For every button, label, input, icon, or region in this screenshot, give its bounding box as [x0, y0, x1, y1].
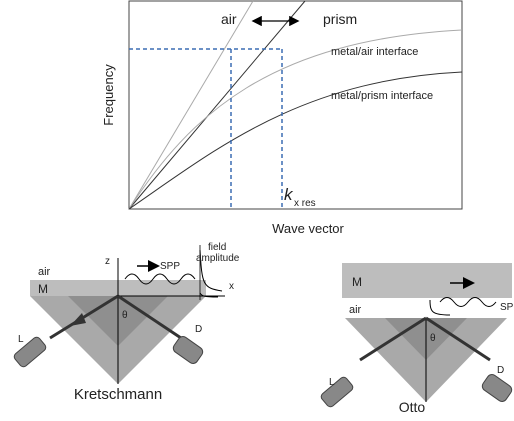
metal-label: M	[352, 275, 362, 289]
air-label: air	[38, 266, 51, 278]
prism-light-line	[129, 1, 305, 209]
caption: Kretschmann	[74, 386, 162, 403]
air-label: air	[221, 11, 237, 27]
field-profile	[430, 300, 450, 315]
spp-label: SPP	[160, 261, 180, 272]
y-axis-label: Frequency	[101, 64, 116, 126]
theta-label: θ	[430, 333, 436, 344]
field-label: amplitude	[196, 253, 240, 264]
laser	[320, 376, 355, 409]
k-subscript: x res	[294, 198, 316, 209]
metal-label: M	[38, 282, 48, 296]
sp-wave	[440, 298, 496, 307]
air-light-line	[129, 1, 253, 209]
x-axis-label: Wave vector	[272, 221, 344, 236]
z-label: z	[105, 256, 110, 267]
kretschmann-diagram: air M z SPP field amplitude x θ L D Kret…	[13, 242, 240, 403]
detector-label: D	[195, 324, 202, 335]
air-label: air	[349, 304, 362, 316]
metal-air-label: metal/air interface	[331, 46, 418, 58]
laser-label: L	[329, 377, 335, 388]
field-label: field	[208, 242, 226, 253]
figure: air prism metal/air interface metal/pris…	[0, 0, 514, 421]
metal-block	[342, 263, 512, 298]
sp-label: SP	[500, 302, 514, 313]
detector-label: D	[497, 365, 504, 376]
plot-frame	[129, 1, 462, 209]
k-symbol: k	[284, 185, 294, 204]
x-label: x	[229, 281, 234, 292]
page: air prism metal/air interface metal/pris…	[0, 0, 514, 421]
laser-label: L	[18, 334, 24, 345]
theta-label: θ	[122, 310, 128, 321]
detector	[171, 335, 204, 366]
detector	[480, 373, 513, 404]
dispersion-plot: air prism metal/air interface metal/pris…	[101, 1, 462, 236]
prism-label: prism	[323, 11, 357, 27]
metal-prism-label: metal/prism interface	[331, 90, 433, 102]
caption: Otto	[399, 399, 426, 415]
otto-diagram: M air SP θ L D Otto	[320, 263, 514, 415]
